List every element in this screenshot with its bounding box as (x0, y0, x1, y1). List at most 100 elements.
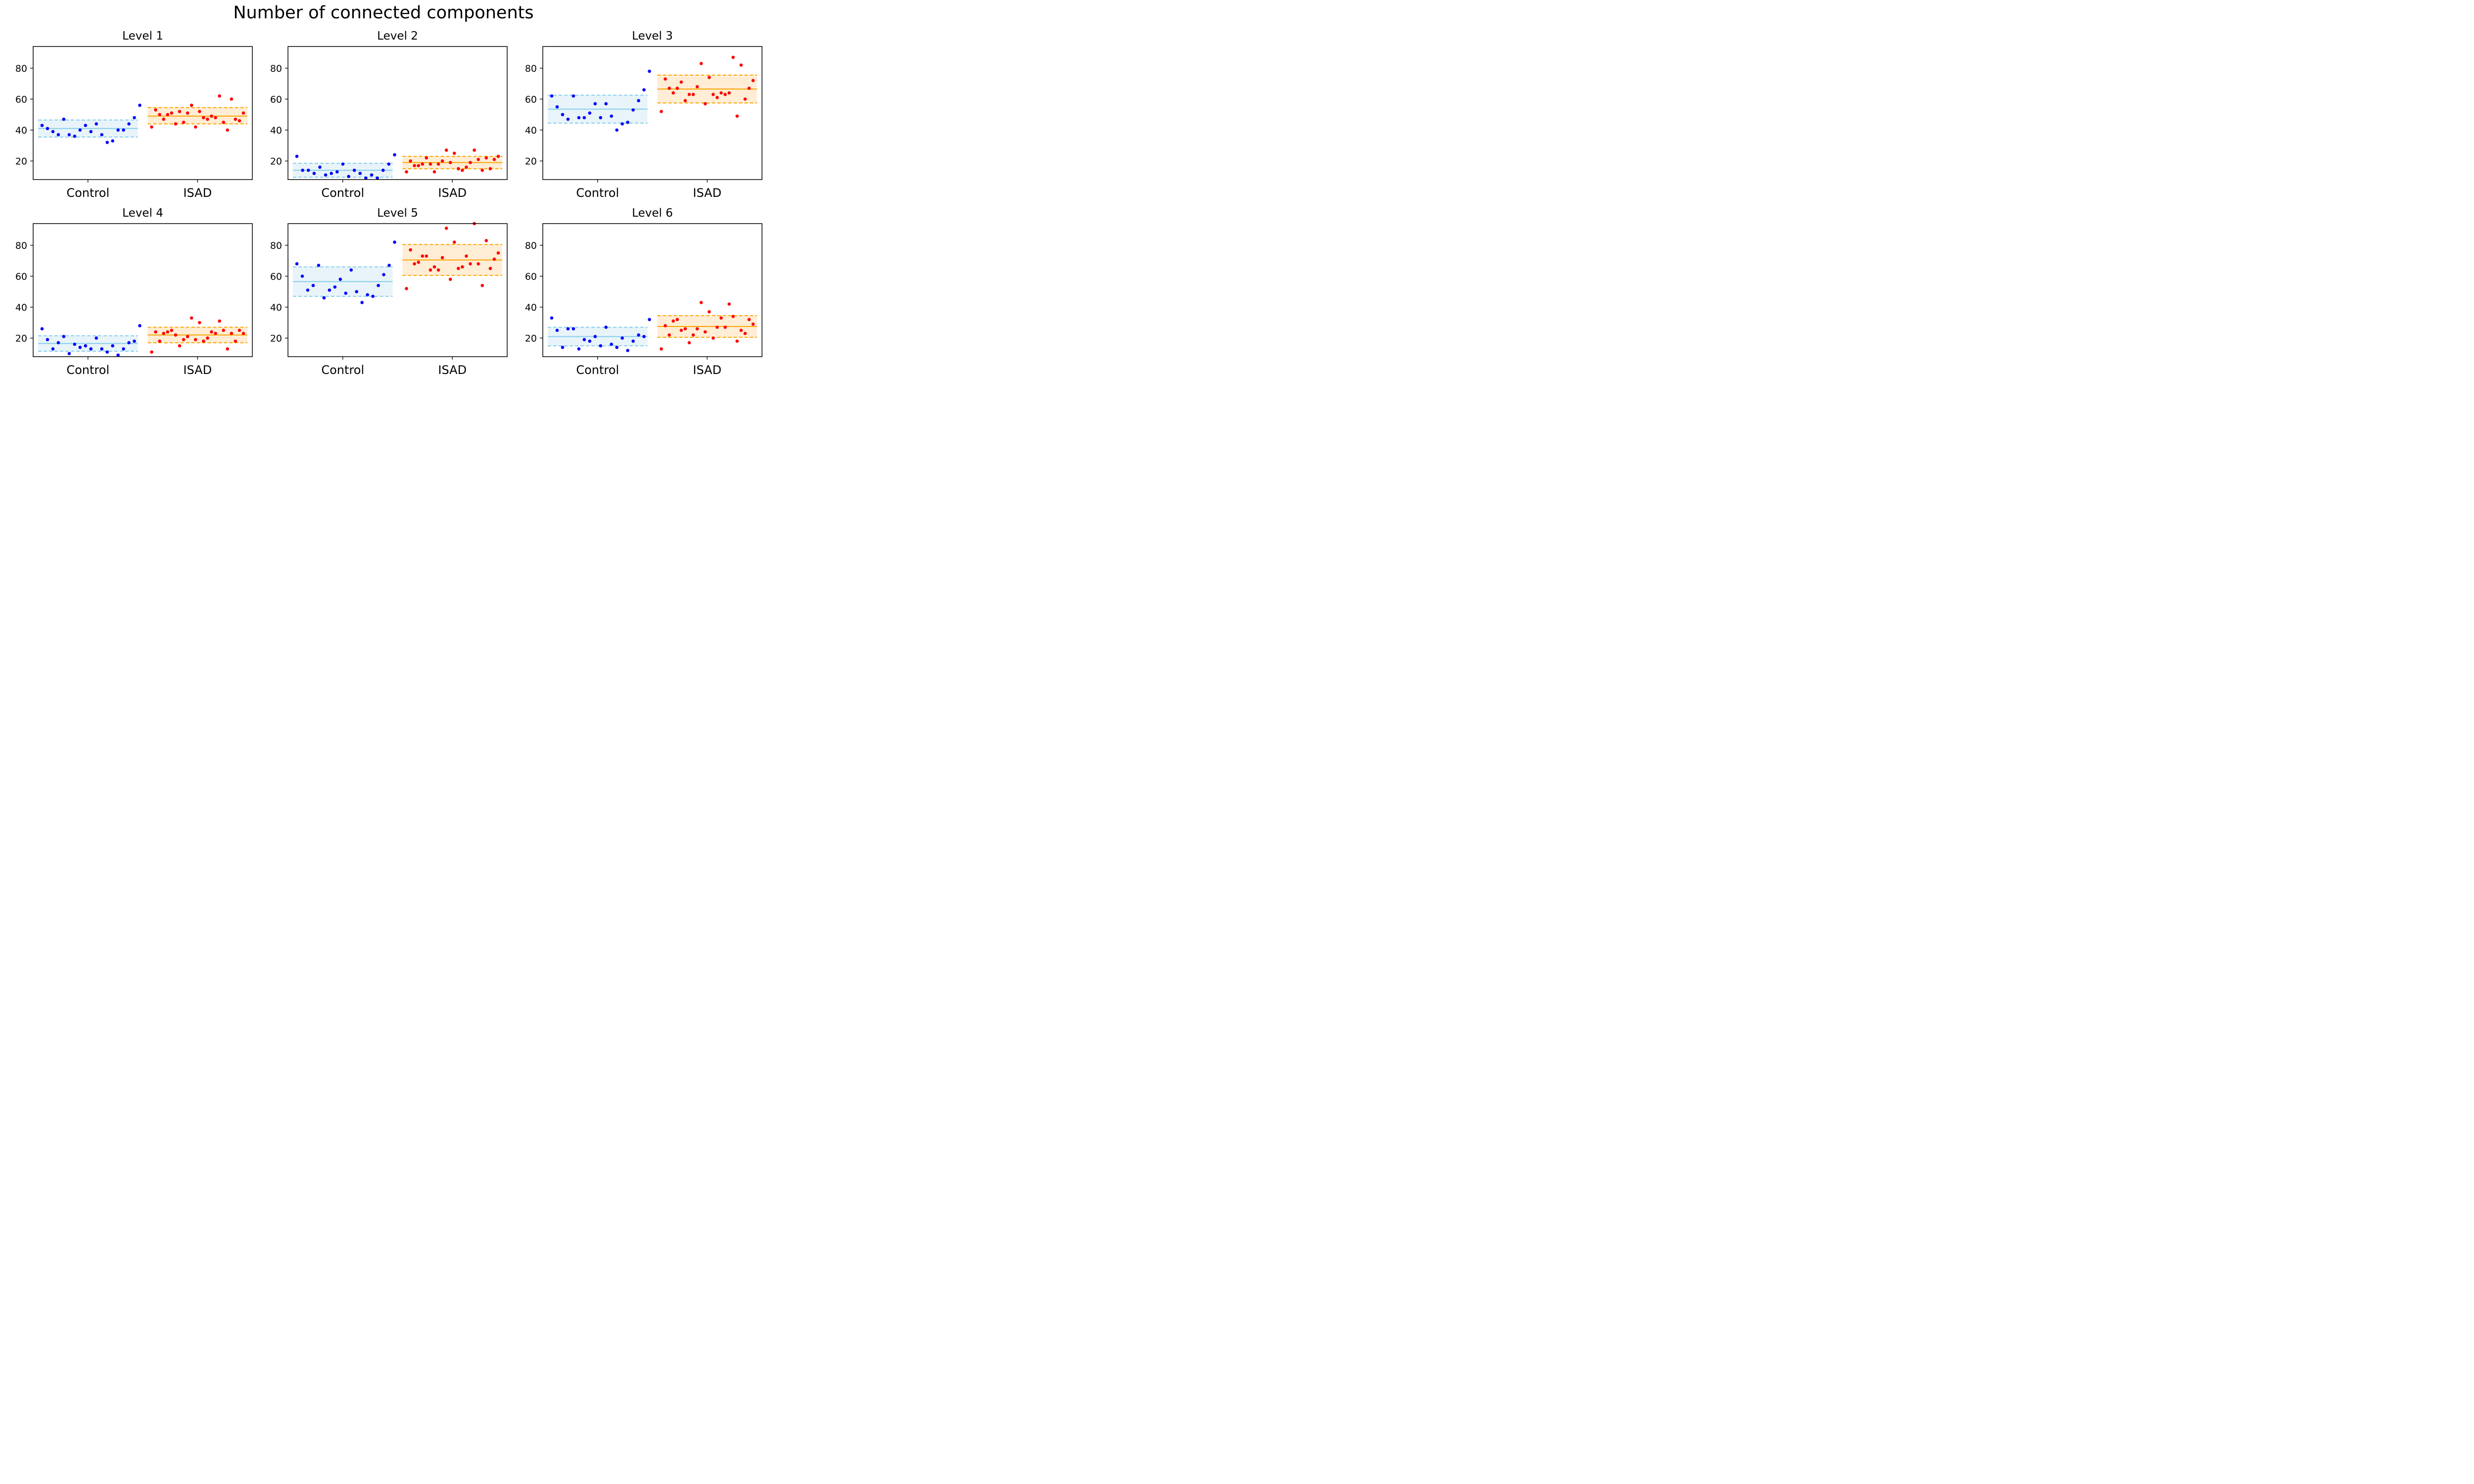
data-point-control (561, 113, 565, 116)
data-point-control (352, 168, 356, 172)
data-point-isad (190, 316, 193, 320)
chart-svg: Level 2 Control ISAD 20 40 60 80 (270, 30, 508, 200)
data-point-control (306, 288, 310, 292)
data-point-isad (432, 170, 436, 174)
data-point-isad (178, 344, 182, 348)
data-point-isad (465, 254, 468, 258)
data-point-isad (413, 164, 416, 168)
data-point-isad (238, 328, 241, 332)
data-point-control (371, 294, 375, 298)
data-point-isad (202, 116, 205, 120)
data-point-control (122, 347, 125, 351)
data-point-control (555, 328, 559, 332)
panel-level-1: Level 1 Control ISAD 20 40 60 80 (0, 25, 257, 200)
data-point-isad (417, 260, 420, 264)
data-point-control (311, 283, 315, 287)
data-point-isad (691, 333, 695, 337)
data-point-control (393, 240, 396, 244)
data-point-control (56, 341, 60, 345)
data-point-control (301, 168, 304, 172)
data-point-control (347, 175, 350, 179)
data-point-control (51, 347, 55, 351)
data-point-isad (444, 148, 448, 152)
data-point-control (642, 88, 646, 92)
data-point-isad (496, 154, 500, 158)
data-point-isad (743, 331, 747, 335)
data-point-isad (715, 325, 719, 329)
data-point-control (73, 135, 77, 138)
data-point-isad (182, 120, 186, 124)
data-point-control (610, 114, 613, 118)
data-point-isad (440, 256, 444, 260)
data-point-control (105, 350, 109, 354)
data-point-isad (727, 91, 731, 95)
panel-level-2: Level 2 Control ISAD 20 40 60 80 (255, 25, 512, 200)
y-tick-label: 20 (270, 156, 282, 167)
data-point-control (133, 116, 136, 120)
data-point-isad (222, 120, 225, 124)
data-point-isad (735, 114, 739, 118)
y-tick-label: 40 (525, 302, 537, 313)
data-point-isad (193, 338, 197, 341)
data-point-isad (743, 97, 747, 101)
data-point-control (84, 124, 88, 127)
x-tick-label: Control (321, 186, 364, 200)
panel-level-3: Level 3 Control ISAD 20 40 60 80 (510, 25, 767, 200)
data-point-control (62, 335, 66, 338)
data-point-isad (234, 117, 238, 121)
data-point-isad (241, 331, 245, 335)
data-point-control (138, 103, 142, 107)
data-point-isad (162, 331, 165, 335)
axes-frame (33, 223, 253, 357)
data-point-control (620, 336, 624, 340)
data-point-control (360, 301, 364, 304)
data-point-isad (413, 262, 416, 266)
data-point-isad (226, 128, 230, 132)
panel-title: Level 2 (377, 30, 418, 43)
data-point-control (122, 128, 125, 132)
data-point-control (626, 349, 629, 352)
axes-frame (542, 46, 762, 180)
data-point-isad (206, 117, 209, 121)
data-point-isad (150, 350, 153, 354)
data-point-isad (436, 268, 440, 272)
y-tick-label: 80 (15, 63, 27, 74)
data-point-control (100, 347, 103, 351)
y-tick-label: 60 (270, 94, 282, 105)
data-point-isad (461, 265, 464, 269)
data-point-isad (182, 338, 186, 341)
data-point-control (571, 327, 575, 330)
data-point-isad (484, 156, 488, 160)
data-point-control (577, 347, 581, 351)
data-point-isad (719, 316, 723, 320)
data-point-isad (712, 336, 715, 340)
data-point-isad (480, 168, 484, 172)
data-point-isad (675, 87, 679, 90)
data-point-isad (425, 156, 428, 160)
data-point-control (100, 133, 103, 137)
data-point-control (138, 324, 142, 327)
data-point-isad (687, 341, 691, 345)
data-point-isad (197, 321, 201, 325)
data-point-control (46, 127, 49, 131)
data-point-control (116, 128, 120, 132)
data-point-control (582, 338, 586, 341)
y-tick-label: 60 (15, 271, 27, 282)
chart-svg: Level 6 Control ISAD 20 40 60 80 (525, 207, 762, 377)
data-point-control (610, 342, 613, 346)
data-point-isad (671, 91, 675, 95)
data-point-control (40, 124, 44, 127)
data-point-isad (210, 330, 213, 334)
data-point-control (105, 140, 109, 144)
data-point-control (566, 117, 570, 121)
data-point-isad (457, 167, 460, 171)
data-point-isad (683, 99, 687, 102)
data-point-control (306, 168, 310, 172)
data-point-control (89, 130, 93, 134)
axes-frame (33, 46, 253, 180)
data-point-control (555, 105, 559, 109)
data-point-control (604, 325, 608, 329)
data-point-isad (469, 161, 472, 164)
y-tick-label: 40 (270, 125, 282, 136)
data-point-isad (739, 63, 743, 67)
